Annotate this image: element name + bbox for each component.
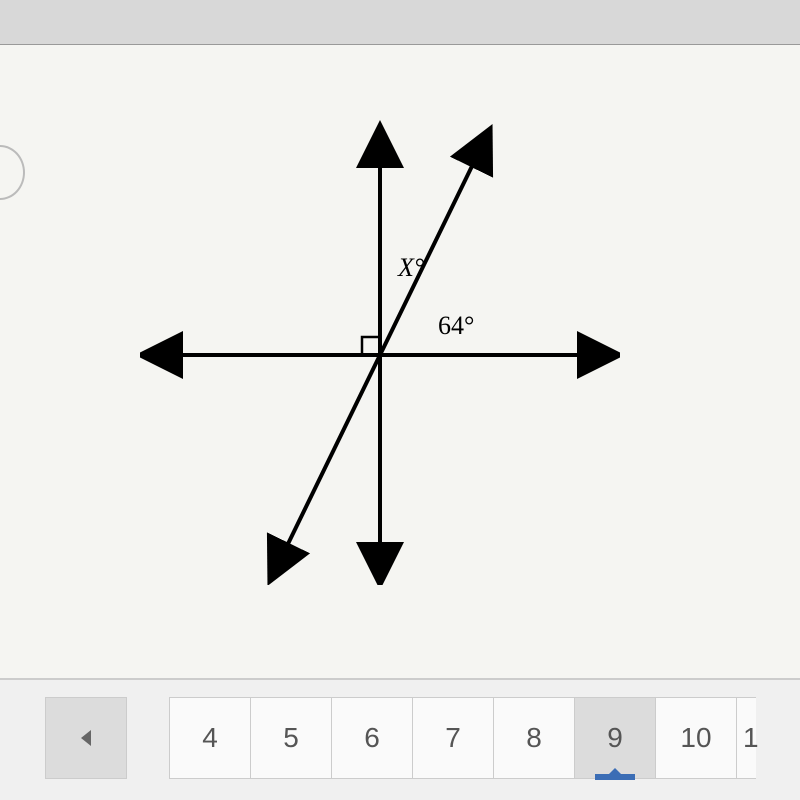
page-button-5[interactable]: 5 xyxy=(250,697,332,779)
window-top-bar xyxy=(0,0,800,45)
page-button-8[interactable]: 8 xyxy=(493,697,575,779)
angle-label-64: 64° xyxy=(438,311,474,341)
page-button-4[interactable]: 4 xyxy=(169,697,251,779)
page-button-partial[interactable]: 1 xyxy=(736,697,756,779)
chevron-left-icon xyxy=(81,730,91,746)
angle-label-x: X° xyxy=(398,253,424,283)
line-diag-down xyxy=(285,355,380,550)
right-angle-marker xyxy=(362,337,380,355)
angle-diagram: X° 64° xyxy=(140,105,620,585)
content-area: X° 64° xyxy=(0,45,800,680)
page-button-9[interactable]: 9 xyxy=(574,697,656,779)
diagram-svg xyxy=(140,105,620,585)
page-button-7[interactable]: 7 xyxy=(412,697,494,779)
pagination-prev-button[interactable] xyxy=(45,697,127,779)
page-button-6[interactable]: 6 xyxy=(331,697,413,779)
page-button-10[interactable]: 10 xyxy=(655,697,737,779)
pagination-bar: 4 5 6 7 8 9 10 1 xyxy=(0,694,800,782)
left-partial-circle xyxy=(0,145,25,200)
